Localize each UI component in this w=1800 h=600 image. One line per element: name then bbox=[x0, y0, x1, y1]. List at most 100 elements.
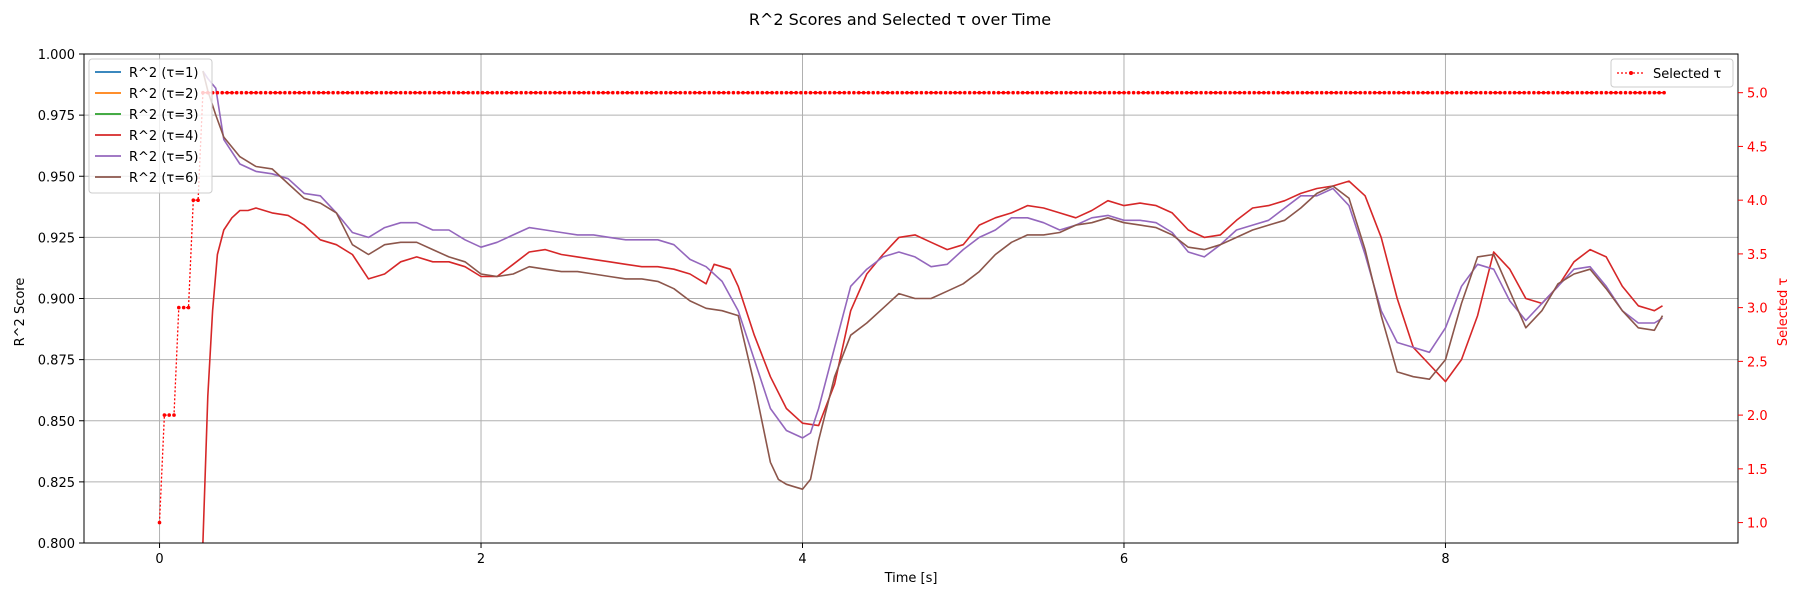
selected-tau-point bbox=[471, 90, 475, 95]
y2-tick-label: 2.5 bbox=[1747, 355, 1768, 370]
selected-tau-point bbox=[1594, 90, 1599, 95]
y-tick-label: 0.925 bbox=[38, 231, 75, 246]
selected-tau-point bbox=[813, 90, 818, 95]
y2-axis-ticks: 1.0 1.5 2.0 2.5 3.0 3.5 4.0 4.5 5.0 bbox=[1738, 87, 1768, 532]
selected-tau-point bbox=[1406, 90, 1411, 95]
selected-tau-point bbox=[326, 90, 331, 95]
selected-tau-point bbox=[654, 90, 658, 95]
selected-tau-point bbox=[1464, 90, 1469, 95]
selected-tau-point bbox=[1474, 90, 1478, 95]
selected-tau-point bbox=[1469, 90, 1473, 95]
selected-tau-point bbox=[582, 90, 586, 95]
selected-tau-point bbox=[799, 90, 803, 95]
selected-tau-point bbox=[1204, 90, 1208, 95]
selected-tau-point bbox=[1040, 90, 1044, 95]
selected-tau-point bbox=[1276, 90, 1281, 95]
selected-tau-point bbox=[562, 90, 567, 95]
selected-tau-point bbox=[1054, 90, 1059, 95]
selected-tau-point bbox=[1069, 90, 1073, 95]
selected-tau-point bbox=[765, 90, 769, 95]
selected-tau-point bbox=[972, 90, 977, 95]
selected-tau-point bbox=[490, 90, 495, 95]
selected-tau-point bbox=[1353, 90, 1358, 95]
selected-tau-point bbox=[982, 90, 986, 95]
selected-tau-point bbox=[673, 90, 678, 95]
selected-tau-point bbox=[558, 90, 562, 95]
selected-tau-point bbox=[268, 90, 273, 95]
selected-tau-point bbox=[606, 90, 610, 95]
selected-tau-point bbox=[1093, 90, 1097, 95]
selected-tau-point bbox=[437, 90, 442, 95]
selected-tau-point bbox=[1623, 90, 1628, 95]
selected-tau-point bbox=[779, 90, 784, 95]
selected-tau-point bbox=[1580, 90, 1584, 95]
selected-tau-point bbox=[953, 90, 957, 95]
selected-tau-point bbox=[919, 90, 924, 95]
selected-tau-point bbox=[504, 90, 509, 95]
selected-tau-point bbox=[1233, 90, 1237, 95]
selected-tau-point bbox=[312, 90, 316, 95]
selected-tau-point bbox=[934, 90, 938, 95]
selected-tau-point bbox=[1025, 90, 1030, 95]
selected-tau-point bbox=[466, 90, 471, 95]
selected-tau-point bbox=[398, 90, 403, 95]
selected-tau-point bbox=[1450, 90, 1454, 95]
y-axis-label: R^2 Score bbox=[13, 278, 28, 347]
selected-tau-point bbox=[418, 90, 422, 95]
legend-right: Selected τ bbox=[1610, 58, 1734, 88]
series-lines bbox=[202, 70, 1664, 543]
selected-tau-point bbox=[514, 90, 519, 95]
selected-tau-point bbox=[278, 90, 282, 95]
selected-tau-point bbox=[403, 90, 408, 95]
selected-tau-point bbox=[726, 90, 731, 95]
selected-tau-point bbox=[509, 90, 514, 95]
selected-tau-point bbox=[239, 90, 244, 95]
selected-tau-point bbox=[977, 90, 982, 95]
selected-tau-point bbox=[736, 90, 740, 95]
selected-tau-point bbox=[1479, 90, 1483, 95]
selected-tau-point bbox=[890, 90, 895, 95]
selected-tau-point bbox=[963, 90, 967, 95]
selected-tau-point bbox=[702, 90, 707, 95]
y-tick-label: 0.875 bbox=[38, 354, 75, 369]
selected-tau-point bbox=[640, 90, 644, 95]
selected-tau-point bbox=[316, 90, 321, 95]
legend-label: R^2 (τ=3) bbox=[129, 108, 198, 123]
y2-tick-label: 3.0 bbox=[1747, 302, 1768, 317]
selected-tau-point bbox=[611, 90, 615, 95]
y-tick-label: 0.800 bbox=[38, 537, 75, 552]
selected-tau-point bbox=[1324, 90, 1329, 95]
selected-tau-point bbox=[389, 90, 393, 95]
selected-tau-point bbox=[1160, 90, 1165, 95]
selected-tau-point bbox=[374, 90, 379, 95]
selected-tau-point bbox=[591, 90, 596, 95]
selected-tau-point bbox=[543, 90, 548, 95]
selected-tau-point bbox=[196, 198, 200, 202]
selected-tau-point bbox=[1016, 90, 1020, 95]
selected-tau-point bbox=[1112, 90, 1117, 95]
selected-tau-point bbox=[635, 90, 639, 95]
selected-tau-point bbox=[302, 90, 307, 95]
selected-tau-point bbox=[1209, 90, 1213, 95]
selected-tau-point bbox=[287, 90, 292, 95]
selected-tau-point bbox=[1286, 90, 1290, 95]
selected-tau-point bbox=[717, 90, 721, 95]
selected-tau-point bbox=[1426, 90, 1430, 95]
selected-tau-point bbox=[943, 90, 948, 95]
legend-label: R^2 (τ=2) bbox=[129, 87, 198, 102]
selected-tau-point bbox=[707, 90, 712, 95]
selected-tau-point bbox=[1498, 90, 1502, 95]
selected-tau-point bbox=[1483, 90, 1488, 95]
legend-left: R^2 (τ=1) R^2 (τ=2) R^2 (τ=3) R^2 (τ=4) R^2 … bbox=[88, 58, 213, 194]
selected-tau-point bbox=[292, 90, 297, 95]
selected-tau-point bbox=[297, 90, 302, 95]
selected-tau-point bbox=[254, 90, 258, 95]
selected-tau-point bbox=[1184, 90, 1189, 95]
selected-tau-point bbox=[172, 413, 176, 417]
selected-tau-point bbox=[1237, 90, 1242, 95]
selected-tau-point bbox=[1368, 90, 1372, 95]
selected-tau-point bbox=[1445, 90, 1449, 95]
series-line-tau-5 bbox=[202, 70, 1663, 439]
selected-tau-point bbox=[1344, 90, 1348, 95]
